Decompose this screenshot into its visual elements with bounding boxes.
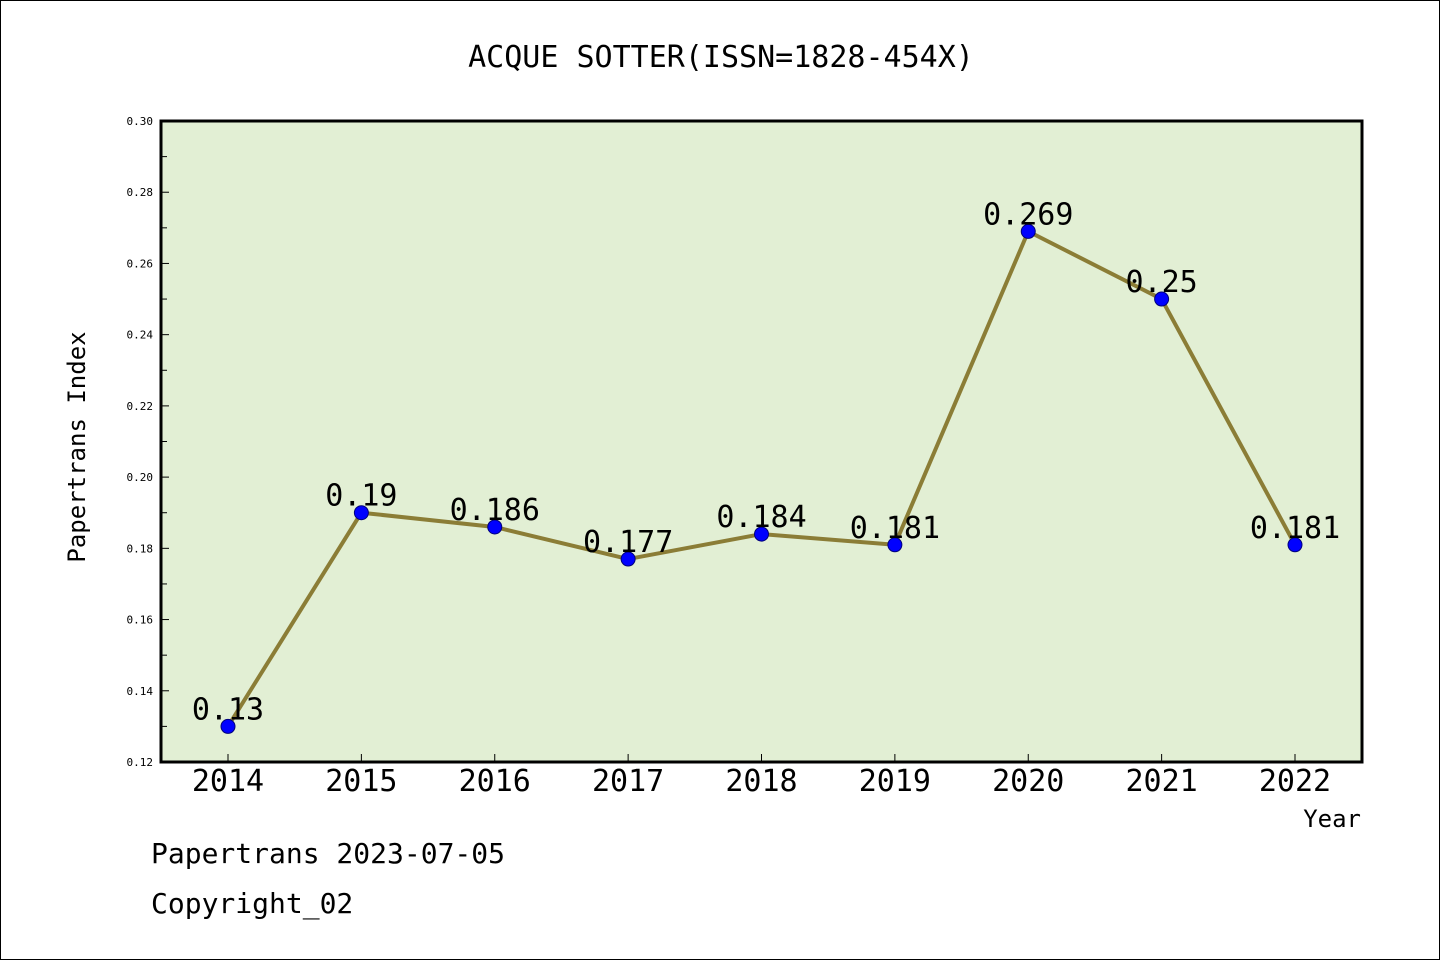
x-tick-label: 2022 <box>1259 764 1331 799</box>
data-label: 0.177 <box>583 525 673 560</box>
x-tick-label: 2016 <box>459 764 531 799</box>
data-label: 0.184 <box>716 500 806 535</box>
y-tick-label: 0.20 <box>127 471 154 484</box>
x-axis-ticks: 2014 2015 2016 2017 2018 2019 2020 2021 2022 <box>192 754 1331 799</box>
data-point-marker <box>620 551 636 567</box>
chart-title: ACQUE SOTTER(ISSN=1828-454X) <box>468 40 974 75</box>
data-point-marker <box>887 537 903 553</box>
plot-area <box>161 121 1362 762</box>
data-label: 0.25 <box>1126 265 1198 300</box>
data-markers <box>220 223 1303 734</box>
y-axis-ticks: 0.12 0.14 0.16 0.18 0.20 0.22 0.24 0.26 0.28 0.30 <box>127 115 169 769</box>
data-point-marker <box>1154 291 1170 307</box>
x-tick-label: 2021 <box>1126 764 1198 799</box>
data-point-marker <box>754 526 769 542</box>
y-tick-label: 0.12 <box>127 756 154 769</box>
data-label: 0.269 <box>983 197 1073 232</box>
y-tick-label: 0.18 <box>127 542 154 555</box>
y-tick-label: 0.28 <box>127 186 154 199</box>
data-label: 0.19 <box>325 479 397 514</box>
data-point-marker <box>1020 223 1036 239</box>
data-point-marker <box>1287 537 1303 553</box>
data-labels: 0.13 0.19 0.186 0.177 0.184 0.181 0.269 0.25 0.1… <box>192 197 1340 727</box>
y-tick-label: 0.16 <box>127 614 154 627</box>
x-tick-label: 2019 <box>859 764 931 799</box>
x-tick-label: 2015 <box>325 764 397 799</box>
y-tick-label: 0.26 <box>127 257 154 270</box>
y-axis-label: Papertrans Index <box>63 331 91 562</box>
data-point-marker <box>487 519 503 535</box>
x-axis-label: Year <box>1303 805 1361 833</box>
y-tick-label: 0.24 <box>127 329 154 342</box>
x-tick-label: 2020 <box>992 764 1064 799</box>
data-label: 0.181 <box>850 511 940 546</box>
x-tick-label: 2018 <box>725 764 797 799</box>
x-tick-label: 2014 <box>192 764 264 799</box>
x-tick-label: 2017 <box>592 764 664 799</box>
data-point-marker <box>220 718 236 734</box>
data-label: 0.13 <box>192 692 264 727</box>
data-label: 0.181 <box>1250 511 1340 546</box>
data-point-marker <box>353 505 369 521</box>
data-label: 0.186 <box>450 493 540 528</box>
y-tick-label: 0.14 <box>127 685 154 698</box>
y-tick-label: 0.30 <box>127 115 154 128</box>
plot-border <box>159 119 1364 764</box>
footer-date-line: Papertrans 2023-07-05 <box>151 837 506 870</box>
footer-copyright: Copyright_02 <box>151 887 354 920</box>
y-tick-label: 0.22 <box>127 400 154 413</box>
